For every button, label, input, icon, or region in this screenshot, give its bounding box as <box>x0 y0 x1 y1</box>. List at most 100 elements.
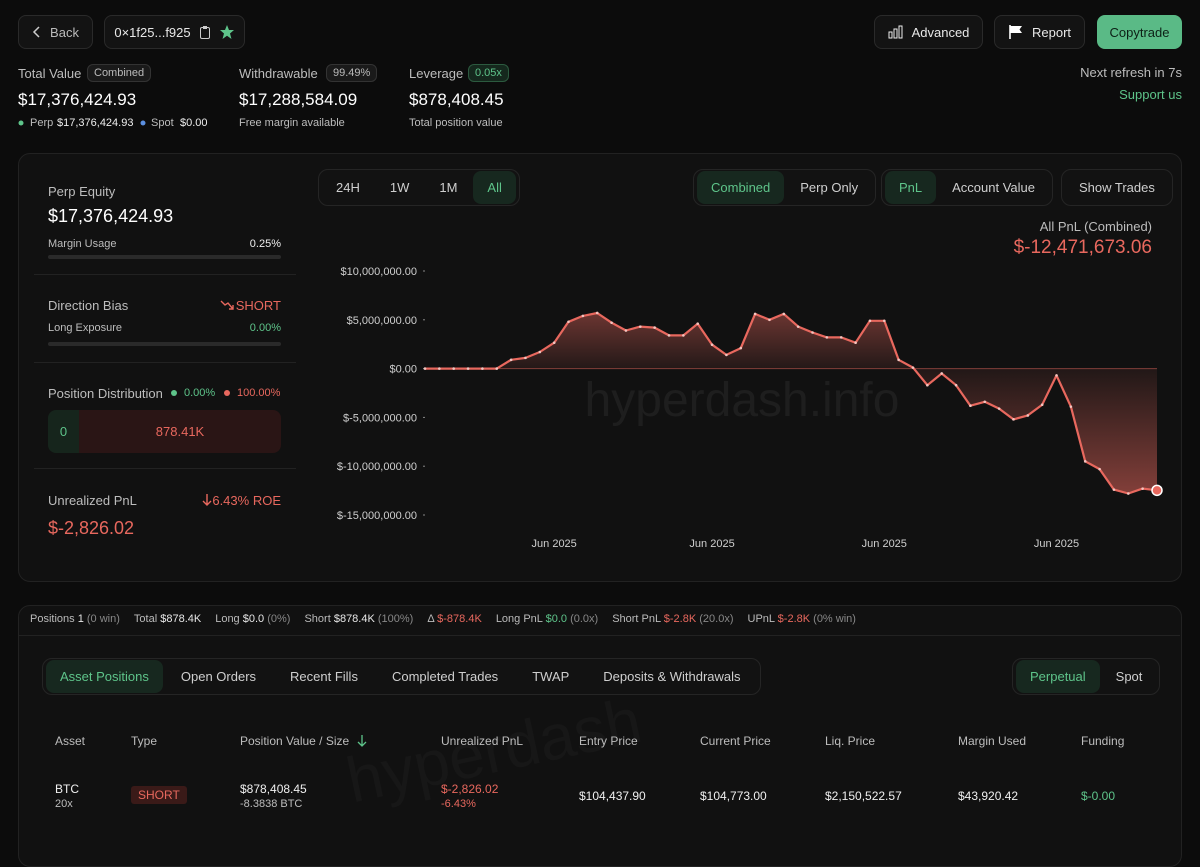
position-size: -8.3838 BTC <box>240 798 303 810</box>
stat: Long $0.0 (0%) <box>215 613 290 625</box>
position-tab[interactable]: TWAP <box>532 669 570 684</box>
support-link[interactable]: Support us <box>1119 87 1182 102</box>
show-trades-button[interactable]: Show Trades <box>1079 180 1155 195</box>
short-bar: 878.41K <box>79 410 281 453</box>
stat: UPnL $-2.8K (0% win) <box>748 613 856 625</box>
point <box>466 367 470 370</box>
back-button[interactable]: Back <box>18 15 93 49</box>
y-tick-label: $-10,000,000.00 <box>337 461 417 473</box>
range-tab[interactable]: 1M <box>439 180 458 195</box>
position-distribution-label: Position Distribution <box>48 386 163 401</box>
entry-price: $104,437.90 <box>579 789 646 803</box>
divider <box>34 468 296 469</box>
position-tab[interactable]: Asset Positions <box>46 660 163 693</box>
point <box>595 311 599 315</box>
point <box>926 383 929 387</box>
last-point <box>1151 484 1163 497</box>
position-tab[interactable]: Deposits & Withdrawals <box>603 669 741 684</box>
stat-label: UPnL <box>747 613 775 625</box>
page-body: Back 0×1f25...f925 Advanced Report Copyt… <box>18 15 1182 867</box>
leverage-sub: Total position value <box>409 117 503 129</box>
margin-used: $43,920.42 <box>958 789 1019 803</box>
x-tick-label: Jun 2025 <box>689 538 734 550</box>
range-tab[interactable]: 24H <box>336 180 360 195</box>
stat: Δ $-878.4K <box>427 613 481 625</box>
stat-value: $-2.8K <box>777 613 811 625</box>
stat-value: $0.0 <box>545 613 567 625</box>
point <box>997 407 1001 410</box>
copytrade-button[interactable]: Copytrade <box>1097 15 1182 49</box>
leverage: 20x <box>55 798 73 810</box>
stat-value: $-878.4K <box>437 613 482 625</box>
stat-note: (20.0x) <box>699 613 734 625</box>
point <box>1112 488 1116 491</box>
flag-icon <box>1009 25 1022 39</box>
column-header: Funding <box>1081 734 1125 748</box>
y-tick-label: $10,000,000.00 <box>341 266 417 278</box>
short-dot <box>224 390 230 396</box>
metric-tab[interactable]: PnL <box>885 171 937 204</box>
report-button[interactable]: Report <box>994 15 1085 49</box>
point <box>1083 460 1087 463</box>
market-tab[interactable]: Spot <box>1115 669 1143 684</box>
advanced-button[interactable]: Advanced <box>874 15 983 49</box>
range-tabs: 24H 1W 1M All <box>318 169 520 206</box>
point <box>438 367 441 370</box>
perp-dot <box>18 120 24 126</box>
point <box>667 334 671 337</box>
x-tick-label: Jun 2025 <box>862 538 907 550</box>
perp-equity: $17,376,424.93 <box>48 206 174 226</box>
address[interactable]: 0×1f25...f925 <box>114 24 191 40</box>
advanced-label: Advanced <box>911 24 970 40</box>
mode-tab[interactable]: Combined <box>697 171 785 204</box>
market-tab[interactable]: Perpetual <box>1016 660 1100 693</box>
point <box>653 326 656 329</box>
point <box>839 336 843 339</box>
metric-tabs: PnL Account Value <box>881 169 1054 206</box>
perp-value: $17,376,424.93 <box>57 117 134 129</box>
point <box>710 343 714 346</box>
point <box>911 366 915 369</box>
point <box>1141 487 1144 490</box>
leverage-badge: 0.05x <box>468 64 509 82</box>
point <box>495 367 499 370</box>
mode-tab[interactable]: Perp Only <box>800 180 859 195</box>
copy-icon[interactable] <box>199 25 211 39</box>
arrow-down-icon <box>202 494 212 506</box>
margin-usage-label: Margin Usage <box>48 238 117 250</box>
point <box>825 336 829 339</box>
position-tab[interactable]: Open Orders <box>180 669 257 684</box>
x-tick-label: Jun 2025 <box>1034 538 1079 550</box>
column-header: Asset <box>55 734 86 748</box>
perp-equity-label: Perp Equity <box>48 184 116 199</box>
stat-label: Positions <box>30 613 75 625</box>
long-share: 0.00% <box>184 387 216 399</box>
spot-value: $0.00 <box>180 117 208 129</box>
point <box>897 358 900 362</box>
point <box>1069 405 1073 408</box>
withdrawable-sub: Free margin available <box>239 117 345 129</box>
stat-value: $878.4K <box>333 613 375 625</box>
stat: Long PnL $0.0 (0.0x) <box>496 613 598 625</box>
star-icon[interactable] <box>219 24 235 40</box>
point <box>782 312 786 316</box>
unrealized-pnl: $-2,826.02 <box>48 518 135 538</box>
column-header: Current Price <box>700 734 771 748</box>
sort-icon[interactable] <box>356 734 368 748</box>
y-tick-label: $-15,000,000.00 <box>337 510 417 522</box>
stat-label: Short <box>304 613 331 625</box>
point <box>552 341 556 345</box>
y-tick-label: $5,000,000.00 <box>347 315 417 327</box>
range-tab[interactable]: 1W <box>389 180 410 195</box>
divider <box>19 635 1180 636</box>
metric-tab[interactable]: Account Value <box>952 180 1036 195</box>
range-tab[interactable]: All <box>473 171 516 204</box>
point <box>682 334 685 337</box>
position-tab[interactable]: Completed Trades <box>391 669 499 684</box>
column-header[interactable]: Position Value / Size <box>240 734 350 748</box>
direction-bias: SHORT <box>235 298 281 313</box>
position-tab[interactable]: Recent Fills <box>290 669 358 684</box>
short-share: 100.00% <box>237 387 281 399</box>
long-exposure-label: Long Exposure <box>48 322 122 334</box>
stat: Total $878.4K <box>134 613 201 625</box>
